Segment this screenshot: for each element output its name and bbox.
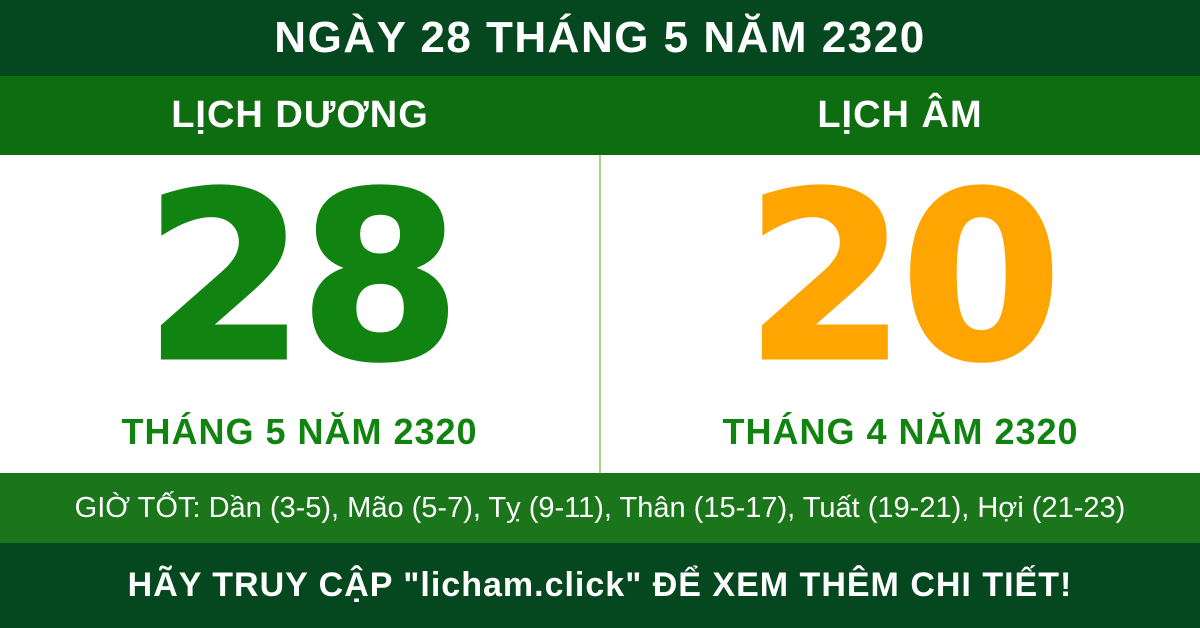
calendar-panel: 28 THÁNG 5 NĂM 2320 20 THÁNG 4 NĂM 2320 xyxy=(0,155,1200,473)
solar-calendar-header: LỊCH DƯƠNG xyxy=(171,94,429,136)
lunar-calendar-header: LỊCH ÂM xyxy=(817,94,983,136)
solar-month-year-label: THÁNG 5 NĂM 2320 xyxy=(121,411,478,452)
solar-day-number: 28 xyxy=(143,143,463,413)
lunar-calendar-column: 20 THÁNG 4 NĂM 2320 xyxy=(601,155,1200,473)
page-title: NGÀY 28 THÁNG 5 NĂM 2320 xyxy=(274,13,926,62)
column-headers-band: LỊCH DƯƠNG LỊCH ÂM xyxy=(0,76,1200,155)
solar-calendar-column: 28 THÁNG 5 NĂM 2320 xyxy=(0,155,599,473)
good-hours-band: GIỜ TỐT: Dần (3-5), Mão (5-7), Tỵ (9-11)… xyxy=(0,473,1200,543)
lunar-day-number: 20 xyxy=(744,143,1064,413)
column-divider xyxy=(599,155,601,473)
footer-band: HÃY TRUY CẬP "licham.click" ĐỂ XEM THÊM … xyxy=(0,543,1200,628)
lunar-month-year-label: THÁNG 4 NĂM 2320 xyxy=(722,411,1079,452)
footer-cta-text: HÃY TRUY CẬP "licham.click" ĐỂ XEM THÊM … xyxy=(127,566,1073,604)
good-hours-text: GIỜ TỐT: Dần (3-5), Mão (5-7), Tỵ (9-11)… xyxy=(74,491,1126,524)
header-band: NGÀY 28 THÁNG 5 NĂM 2320 xyxy=(0,0,1200,76)
